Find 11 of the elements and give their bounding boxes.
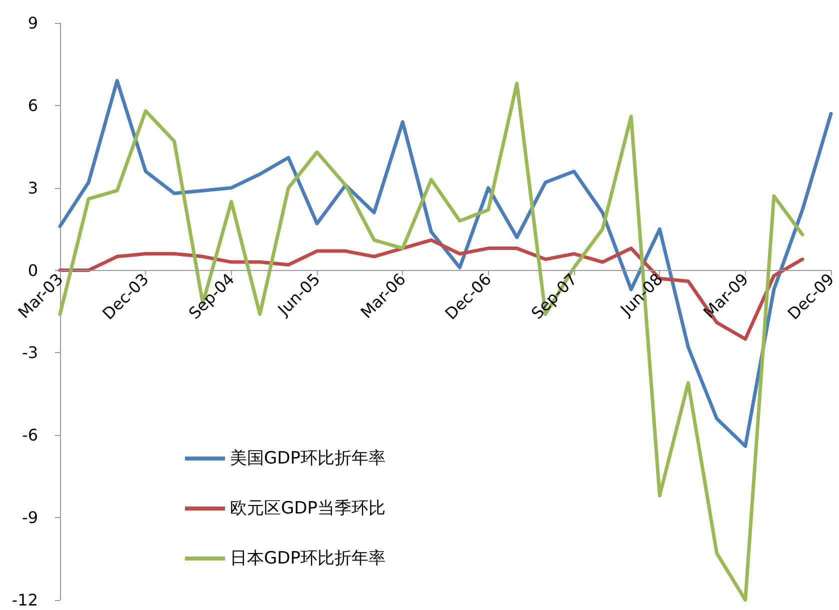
y-tick-label: 3	[28, 178, 38, 198]
y-tick-label: 9	[28, 14, 38, 32]
legend-label: 欧元区GDP当季环比	[230, 498, 386, 518]
y-tick-label: -12	[12, 590, 38, 610]
y-tick-label: -3	[22, 343, 38, 362]
y-tick-label: 0	[28, 260, 38, 280]
legend-label: 美国GDP环比折年率	[230, 448, 386, 468]
y-tick-label: -6	[22, 426, 38, 445]
legend-label: 日本GDP环比折年率	[230, 548, 386, 568]
y-tick-label: -9	[22, 508, 38, 528]
y-tick-label: 6	[28, 96, 38, 115]
